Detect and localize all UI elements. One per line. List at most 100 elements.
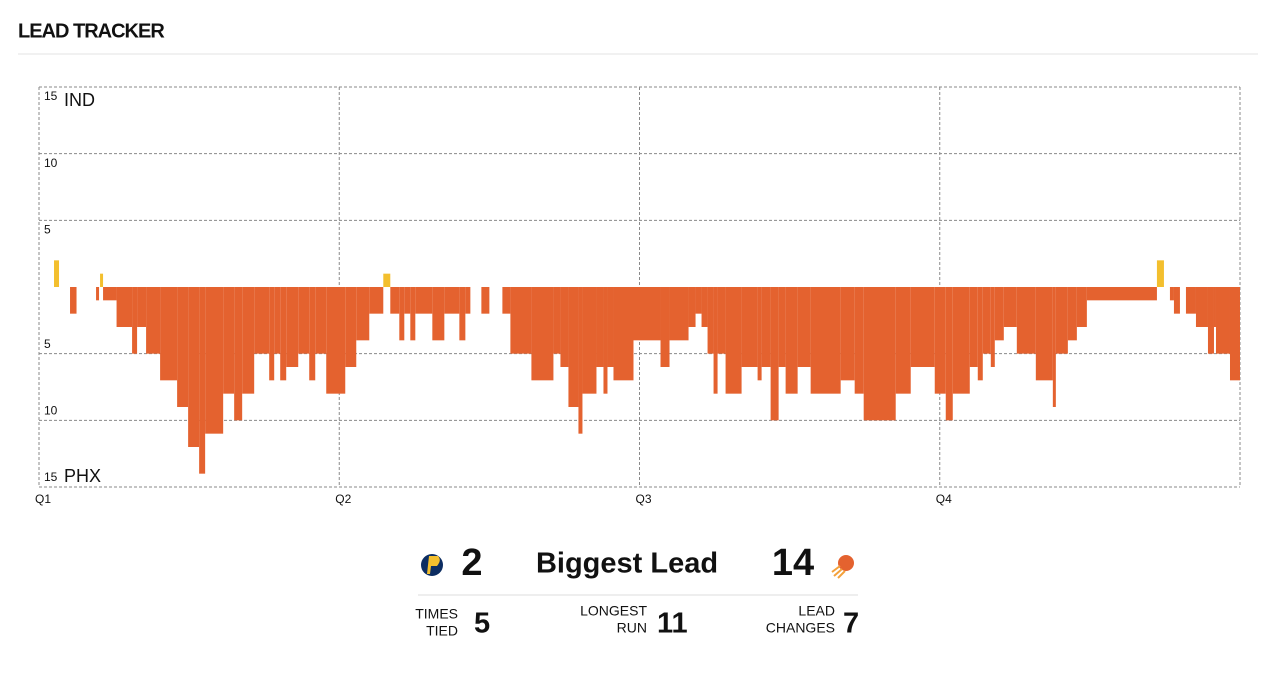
phx-biggest-lead: 14 (772, 542, 814, 584)
lead-bar (309, 287, 316, 381)
lead-bar (757, 287, 762, 381)
lead-bar (560, 287, 569, 367)
y-tick-label: 10 (44, 404, 58, 418)
lead-bar (725, 287, 742, 394)
lead-bar (1173, 287, 1180, 314)
lead-bar (404, 287, 411, 314)
lead-bar (613, 287, 634, 381)
lead-bar (1215, 287, 1230, 354)
lead-bar (770, 287, 779, 421)
lead-bar (990, 287, 995, 367)
x-tick-label: Q3 (636, 492, 652, 506)
lead-bar (1213, 287, 1216, 327)
lead-bar (132, 287, 138, 354)
lead-bar (345, 287, 357, 367)
lead-bar (459, 287, 466, 341)
lead-bar (415, 287, 433, 314)
lead-bar (481, 287, 490, 314)
y-tick-label: 15 (44, 470, 58, 484)
lead-bar (116, 287, 133, 327)
lead-bar (977, 287, 983, 381)
lead-bar (1229, 287, 1240, 381)
lead-bar (199, 287, 206, 474)
lead-bar (810, 287, 841, 394)
lead-bar (326, 287, 346, 394)
lead-bar (254, 287, 270, 354)
lead-bar (1067, 287, 1077, 341)
lead-bar (1035, 287, 1053, 381)
lead-bar (70, 287, 77, 314)
team-label: IND (64, 90, 95, 110)
lead-bar (952, 287, 970, 394)
lead-bar (531, 287, 554, 381)
lead-bar (286, 287, 299, 367)
lead-bar (778, 287, 786, 367)
lead-bar (315, 287, 327, 354)
lead-bar (1076, 287, 1087, 327)
lead-bar (969, 287, 978, 367)
stat-label: RUN (617, 620, 647, 636)
lead-bar (695, 287, 702, 314)
lead-bar (502, 287, 511, 314)
lead-bar (688, 287, 696, 327)
lead-bar (895, 287, 911, 394)
lead-bar (854, 287, 864, 394)
lead-bar (160, 287, 178, 381)
stat-label: CHANGES (766, 620, 835, 636)
lead-bar (223, 287, 235, 394)
lead-bar (390, 287, 400, 314)
lead-bar (234, 287, 243, 421)
x-tick-label: Q1 (35, 492, 51, 506)
lead-bar (578, 287, 583, 434)
lead-bar (269, 287, 275, 381)
lead-bar (54, 260, 60, 287)
lead-bar (510, 287, 532, 354)
y-tick-label: 15 (44, 89, 58, 103)
lead-bar (582, 287, 597, 394)
stat-value: 11 (657, 608, 688, 640)
lead-bar (1195, 287, 1208, 327)
lead-bar (465, 287, 471, 314)
lead-bar (137, 287, 147, 327)
lead-bar (945, 287, 953, 421)
lead-bar (1207, 287, 1214, 354)
lead-bar (863, 287, 896, 421)
lead-bar (840, 287, 855, 381)
lead-bar (369, 287, 384, 314)
lead-bar (146, 287, 161, 354)
lead-bar (410, 287, 416, 341)
x-tick-label: Q2 (335, 492, 351, 506)
lead-bar (701, 287, 708, 327)
stat-value: 5 (474, 608, 490, 640)
lead-bar (553, 287, 561, 354)
lead-chart: 15 10 5 5 10 15 IND PHX Q1 Q2 Q3 Q4 (35, 86, 1241, 506)
lead-bar (669, 287, 689, 341)
biggest-lead-label: Biggest Lead (536, 548, 718, 580)
lead-bar (1185, 287, 1196, 314)
lead-bar (934, 287, 946, 394)
lead-bar (910, 287, 935, 367)
lead-bar (1052, 287, 1056, 407)
lead-bar (994, 287, 1004, 341)
section-title: LEAD TRACKER (18, 20, 165, 42)
lead-bar (383, 273, 391, 287)
lead-bar (596, 287, 604, 367)
lead-bar (633, 287, 661, 341)
stat-value: 7 (843, 608, 859, 640)
lead-bar (797, 287, 811, 367)
lead-bar (1016, 287, 1036, 354)
x-tick-label: Q4 (936, 492, 952, 506)
stat-label: LONGEST (580, 603, 647, 619)
stat-label: TIED (426, 623, 458, 639)
lead-bar (399, 287, 405, 341)
lead-bar (432, 287, 445, 341)
lead-bar (100, 273, 104, 287)
lead-bar (982, 287, 991, 354)
stat-label: LEAD (798, 603, 835, 619)
phx-logo (831, 555, 854, 579)
lead-bar (444, 287, 460, 314)
y-tick-label: 10 (44, 156, 58, 170)
lead-bar (568, 287, 579, 407)
